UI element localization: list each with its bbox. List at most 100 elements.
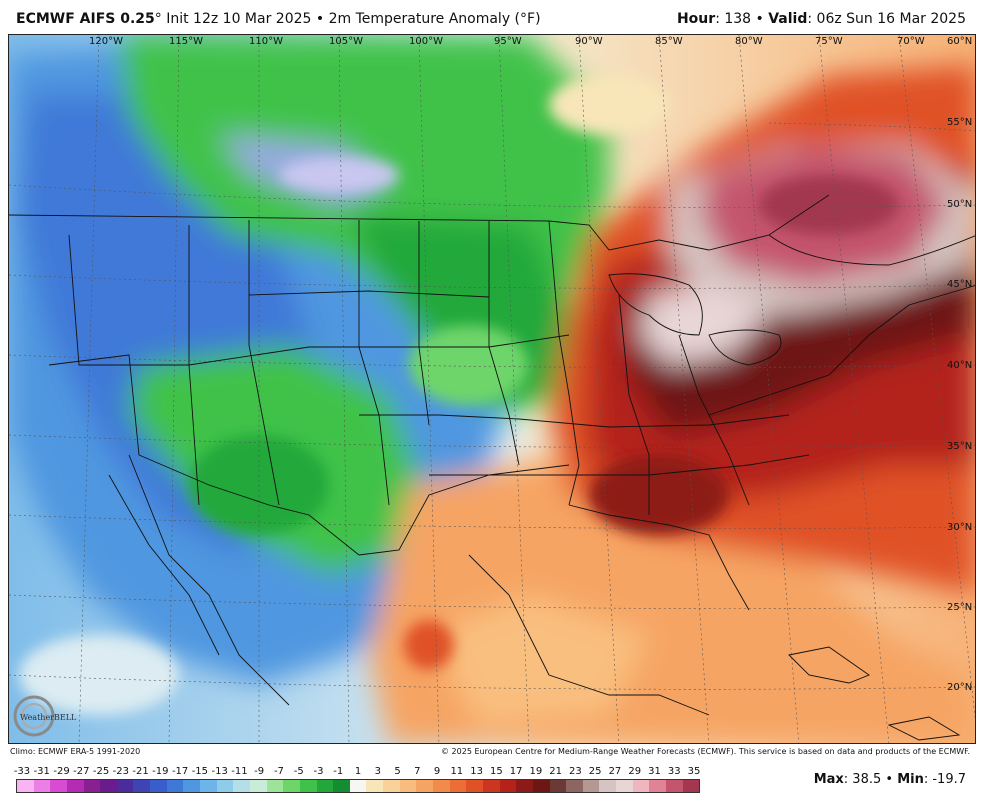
legend-swatch <box>499 780 517 792</box>
legend-tick: -23 <box>112 766 129 777</box>
min-label: Min <box>897 772 924 787</box>
max-value: : 38.5 • <box>843 772 898 787</box>
lon-label: 115°W <box>169 36 203 47</box>
legend-tick: -5 <box>293 766 304 777</box>
legend-swatch <box>682 780 700 792</box>
legend-swatch <box>665 780 683 792</box>
min-value: : -19.7 <box>923 772 966 787</box>
legend-swatch <box>433 780 450 792</box>
legend-tick: 29 <box>628 766 642 777</box>
lat-label: 40°N <box>947 360 972 371</box>
legend-swatch <box>233 780 250 792</box>
legend-tick: -27 <box>73 766 90 777</box>
legend-swatch <box>166 780 184 792</box>
legend-tick: -25 <box>92 766 110 777</box>
legend-swatch <box>66 780 84 792</box>
legend-swatch <box>17 780 34 792</box>
lon-label: 110°W <box>249 36 283 47</box>
map-title: ECMWF AIFS 0.25° Init 12z 10 Mar 2025 • … <box>16 11 541 27</box>
max-min-stats: Max: 38.5 • Min: -19.7 <box>814 772 966 787</box>
lat-label: 25°N <box>947 602 972 613</box>
legend-swatch <box>532 780 550 792</box>
logo-graphic: WeatherBELL <box>13 695 77 737</box>
legend-tick: 17 <box>509 766 523 777</box>
legend-tick: -9 <box>254 766 265 777</box>
legend-colorbar <box>16 779 700 793</box>
legend-tick: -15 <box>191 766 209 777</box>
legend-swatch <box>349 780 367 792</box>
legend-tick: -3 <box>313 766 324 777</box>
legend-tick: 15 <box>489 766 503 777</box>
legend-tick: -7 <box>273 766 284 777</box>
legend-tick: 21 <box>549 766 563 777</box>
legend-tick: 13 <box>470 766 483 777</box>
valid-value: : 06z Sun 16 Mar 2025 <box>807 11 966 27</box>
init-info: Init 12z 10 Mar 2025 • 2m Temperature An… <box>161 11 541 27</box>
legend-tick: 35 <box>687 766 701 777</box>
legend-swatch <box>649 780 666 792</box>
legend-swatch <box>566 780 583 792</box>
legend-swatch <box>316 780 334 792</box>
latitude-labels: 55°N 50°N 45°N 40°N 35°N 30°N 25°N 20°N <box>947 117 972 693</box>
legend-swatch <box>33 780 51 792</box>
lon-label: 120°W <box>89 36 123 47</box>
valid-time: Hour: 138 • Valid: 06z Sun 16 Mar 2025 <box>677 11 966 27</box>
legend-tick: 27 <box>608 766 622 777</box>
legend-tick: 5 <box>394 766 401 777</box>
legend-tick: -19 <box>152 766 169 777</box>
legend-swatch <box>116 780 134 792</box>
legend-swatch <box>283 780 300 792</box>
legend-tick: -21 <box>132 766 149 777</box>
lon-label: 85°W <box>655 36 683 47</box>
header: ECMWF AIFS 0.25° Init 12z 10 Mar 2025 • … <box>0 0 984 34</box>
anomaly-map[interactable]: 120°W 115°W 110°W 105°W 100°W 95°W 90°W … <box>8 34 976 744</box>
boundaries <box>9 194 975 741</box>
legend-swatch <box>333 780 350 792</box>
legend-tick: 11 <box>450 766 464 777</box>
lon-label: 75°W <box>815 36 843 47</box>
anomaly-detail <box>19 75 899 715</box>
weatherbell-logo: WeatherBELL <box>12 694 82 738</box>
lon-label: 80°W <box>735 36 763 47</box>
legend-swatch <box>616 780 633 792</box>
legend-swatch <box>599 780 617 792</box>
legend-ticks: -33 -31 -29 -27 -25 -23 -21 -19 -17 -15 -13 -11 -9 -7… <box>14 766 704 778</box>
lat-label: 50°N <box>947 199 972 210</box>
legend-swatch <box>416 780 434 792</box>
legend-tick: -13 <box>211 766 228 777</box>
longitude-labels: 120°W 115°W 110°W 105°W 100°W 95°W 90°W … <box>89 36 972 47</box>
legend-tick: -33 <box>13 766 31 777</box>
legend-swatch <box>266 780 284 792</box>
legend-swatch <box>150 780 167 792</box>
valid-label: Valid <box>768 11 808 27</box>
legend-tick: -29 <box>53 766 70 777</box>
lat-label: 30°N <box>947 522 972 533</box>
lat-label: 45°N <box>947 279 972 290</box>
legend-tick: 9 <box>433 766 441 777</box>
legend-tick: 23 <box>569 766 582 777</box>
legend-swatch <box>466 780 483 792</box>
lon-label: 90°W <box>575 36 603 47</box>
legend-swatch <box>449 780 467 792</box>
legend-swatch <box>200 780 217 792</box>
legend-swatch <box>83 780 101 792</box>
lon-label: 60°N <box>947 36 972 47</box>
credits: Climo: ECMWF ERA-5 1991-2020 © 2025 Euro… <box>0 744 984 758</box>
legend-swatch <box>366 780 384 792</box>
lon-label: 100°W <box>409 36 443 47</box>
legend-swatch <box>100 780 117 792</box>
climo-credit: Climo: ECMWF ERA-5 1991-2020 <box>10 747 141 756</box>
lon-label: 105°W <box>329 36 363 47</box>
legend-swatch <box>249 780 267 792</box>
legend-tick: 31 <box>648 766 661 777</box>
graticule <box>9 35 975 743</box>
lon-label: 95°W <box>494 36 522 47</box>
legend-swatch <box>482 780 500 792</box>
legend-tick: 25 <box>588 766 602 777</box>
map-canvas: 120°W 115°W 110°W 105°W 100°W 95°W 90°W … <box>9 35 975 743</box>
legend-swatch <box>183 780 201 792</box>
legend-tick: 3 <box>374 766 381 777</box>
copyright-credit: © 2025 European Centre for Medium-Range … <box>441 747 970 756</box>
legend-swatch <box>216 780 234 792</box>
logo-text: WeatherBELL <box>20 713 77 722</box>
